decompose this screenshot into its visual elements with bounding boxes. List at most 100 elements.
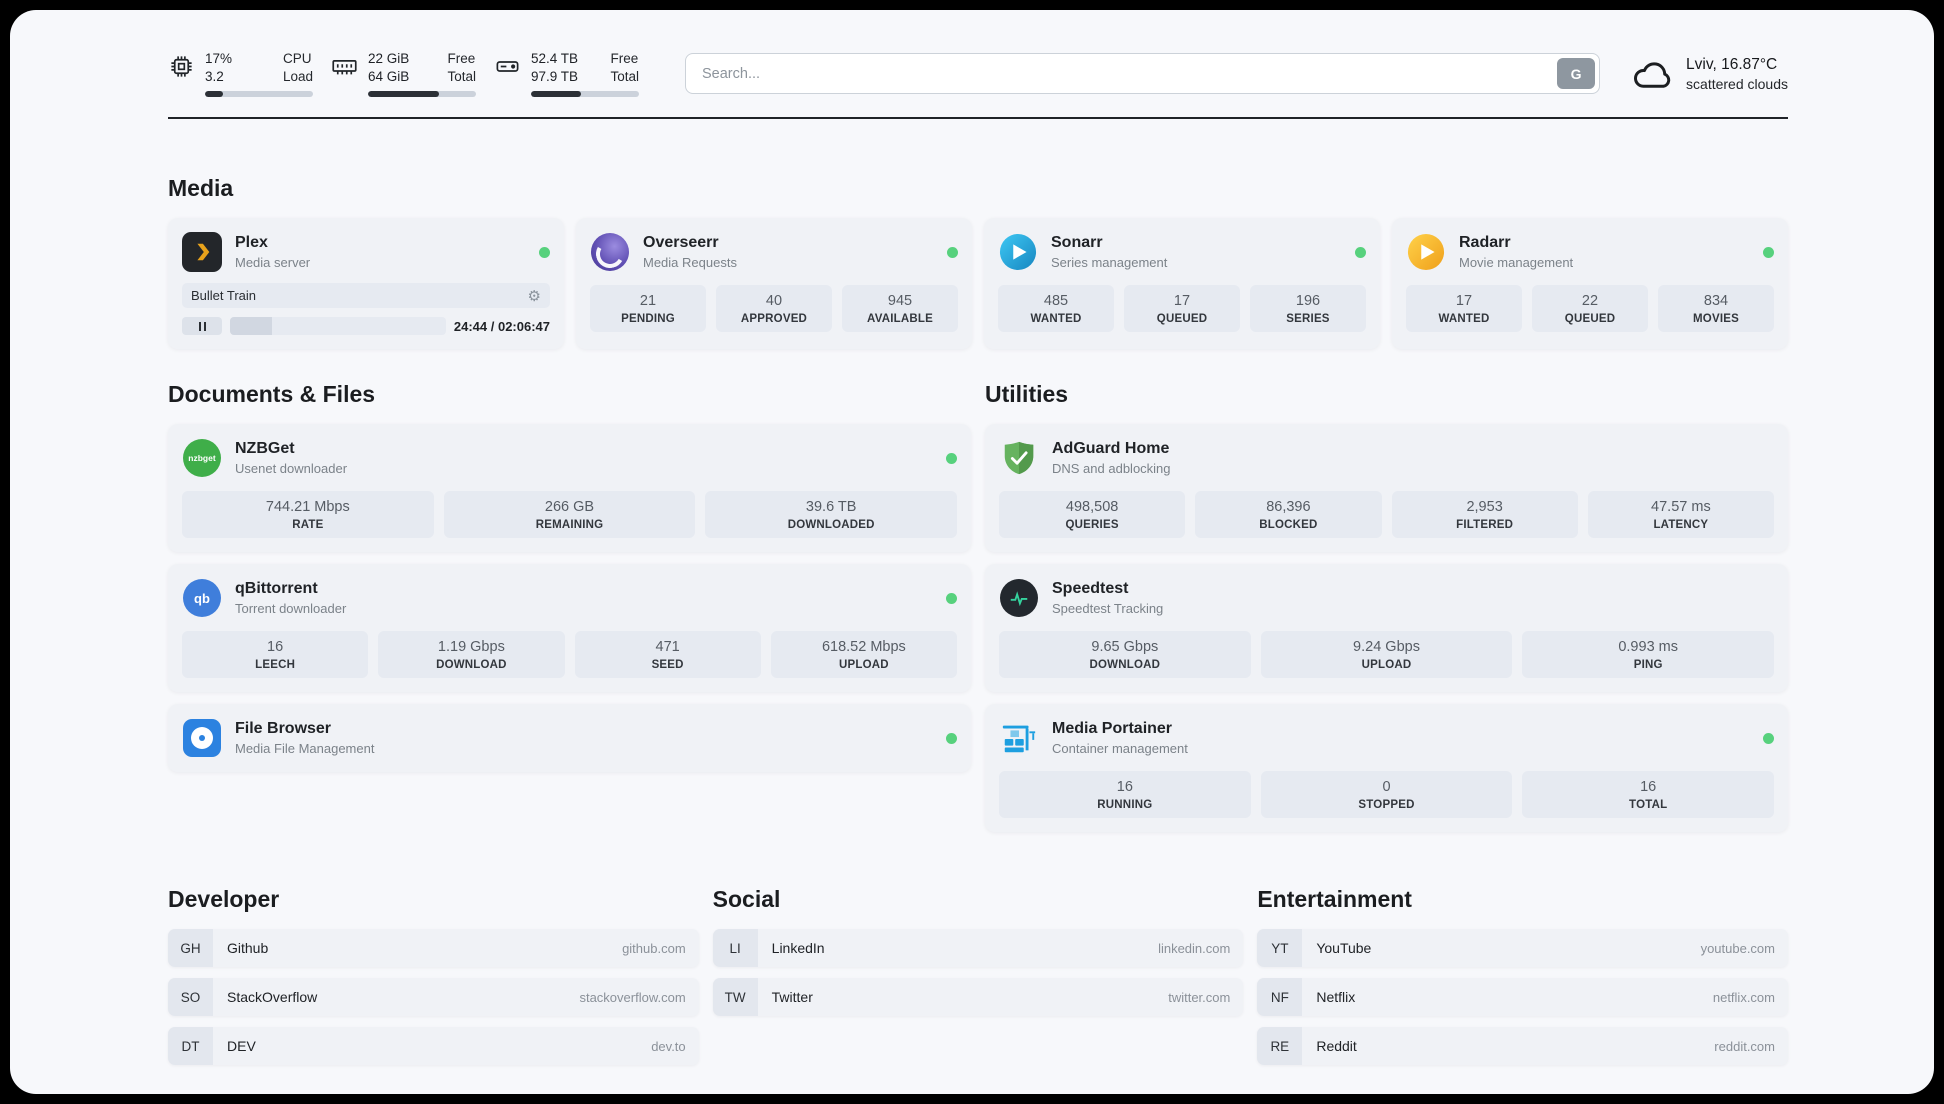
cpu-icon bbox=[171, 56, 192, 77]
bookmark-icon: LI bbox=[712, 929, 758, 968]
gear-icon[interactable]: ⚙ bbox=[527, 287, 541, 305]
seek-fill bbox=[230, 317, 273, 336]
section-media: Media Plex Media server bbox=[168, 175, 1788, 350]
stat-box: 9.65 Gbps DOWNLOAD bbox=[999, 631, 1251, 679]
section-entertainment: Entertainment YT YouTube youtube.com NF … bbox=[1257, 886, 1788, 1066]
stat-box: 196 SERIES bbox=[1250, 285, 1366, 333]
utilities-section-title: Utilities bbox=[985, 381, 1069, 408]
app-subtitle: Movie management bbox=[1459, 255, 1574, 271]
stat-box: 47.57 ms LATENCY bbox=[1587, 491, 1774, 539]
bookmark-twitter[interactable]: TW Twitter twitter.com bbox=[712, 978, 1244, 1017]
ram-widget: 22 GiB 64 GiB Free Total bbox=[331, 50, 476, 98]
ram-free-label: Free bbox=[447, 51, 476, 66]
cpu-widget: 17% 3.2 CPU Load bbox=[168, 50, 313, 98]
search-input[interactable] bbox=[685, 53, 1601, 95]
app-card-radarr: Radarr Movie management 17 WANTED 22 QUE… bbox=[1392, 218, 1788, 350]
cpu-load-value: 3.2 bbox=[205, 68, 224, 84]
app-name: Radarr bbox=[1459, 234, 1511, 252]
bookmark-icon: TW bbox=[712, 978, 758, 1017]
stat-box: 744.21 Mbps RATE bbox=[182, 491, 434, 539]
stat-box: 945 AVAILABLE bbox=[842, 285, 958, 333]
ram-total-label: Total bbox=[447, 68, 476, 84]
stat-box: 17 QUEUED bbox=[1124, 285, 1240, 333]
disk-progress-bar bbox=[531, 91, 639, 98]
app-subtitle: Media server bbox=[235, 255, 311, 271]
bookmark-icon: SO bbox=[168, 978, 213, 1017]
bookmark-icon: GH bbox=[168, 929, 213, 968]
stat-box: 22 QUEUED bbox=[1532, 285, 1648, 333]
app-name: Sonarr bbox=[1051, 234, 1103, 252]
stat-box: 266 GB REMAINING bbox=[443, 491, 696, 539]
overseerr-icon[interactable] bbox=[591, 233, 629, 272]
app-name: Speedtest bbox=[1052, 580, 1129, 598]
seek-bar[interactable] bbox=[230, 317, 446, 336]
bookmark-youtube[interactable]: YT YouTube youtube.com bbox=[1257, 929, 1788, 968]
app-subtitle: Media Requests bbox=[643, 255, 737, 271]
stat-box: 1.19 Gbps DOWNLOAD bbox=[378, 631, 565, 679]
app-card-speedtest: Speedtest Speedtest Tracking 9.65 Gbps D… bbox=[985, 564, 1788, 693]
now-playing-row: Bullet Train ⚙ bbox=[182, 283, 550, 309]
stat-box: 498,508 QUERIES bbox=[999, 491, 1186, 539]
app-card-sonarr: Sonarr Series management 485 WANTED 17 Q… bbox=[984, 218, 1380, 350]
app-name: Plex bbox=[235, 234, 268, 252]
stat-box: 21 PENDING bbox=[590, 285, 706, 333]
bookmark-reddit[interactable]: RE Reddit reddit.com bbox=[1257, 1027, 1788, 1066]
stat-box: 834 MOVIES bbox=[1658, 285, 1774, 333]
status-dot bbox=[946, 732, 957, 744]
disk-widget: 52.4 TB 97.9 TB Free Total bbox=[494, 50, 639, 98]
bookmark-icon: DT bbox=[168, 1027, 213, 1066]
cpu-usage-value: 17% bbox=[205, 51, 233, 66]
app-card-overseerr: Overseerr Media Requests 21 PENDING 40 A… bbox=[576, 218, 972, 350]
pause-button[interactable] bbox=[182, 317, 222, 336]
ram-progress-bar bbox=[368, 91, 476, 98]
sonarr-icon[interactable] bbox=[998, 232, 1038, 272]
bookmark-netflix[interactable]: NF Netflix netflix.com bbox=[1257, 978, 1788, 1017]
header-divider bbox=[168, 117, 1788, 120]
section-documents: Documents & Files nzbget NZBGet Usenet d… bbox=[168, 381, 971, 832]
app-card-filebrowser: File Browser Media File Management bbox=[168, 704, 971, 773]
status-dot bbox=[1763, 246, 1774, 258]
radarr-icon[interactable] bbox=[1406, 232, 1446, 272]
stat-box: 16 RUNNING bbox=[999, 771, 1251, 819]
app-card-nzbget: nzbget NZBGet Usenet downloader 744.21 M… bbox=[168, 424, 971, 553]
app-name: qBittorrent bbox=[235, 580, 318, 598]
cloud-icon bbox=[1634, 61, 1671, 88]
weather-widget: Lviv, 16.87°C scattered clouds bbox=[1632, 53, 1788, 95]
section-utilities: Utilities bbox=[985, 381, 1788, 833]
weather-condition: scattered clouds bbox=[1686, 75, 1788, 92]
plex-icon[interactable] bbox=[182, 232, 222, 273]
stat-box: 0 STOPPED bbox=[1260, 771, 1513, 819]
bookmark-linkedin[interactable]: LI LinkedIn linkedin.com bbox=[712, 929, 1244, 968]
media-section-title: Media bbox=[168, 175, 234, 202]
stat-box: 2,953 FILTERED bbox=[1391, 491, 1578, 539]
qbittorrent-icon[interactable]: qb bbox=[183, 579, 221, 618]
documents-section-title: Documents & Files bbox=[168, 381, 376, 408]
stat-box: 618.52 Mbps UPLOAD bbox=[770, 631, 957, 679]
app-name: AdGuard Home bbox=[1052, 440, 1170, 458]
bookmark-stackoverflow[interactable]: SO StackOverflow stackoverflow.com bbox=[168, 978, 699, 1017]
search-engine-button[interactable]: G bbox=[1557, 58, 1596, 90]
cpu-load-label: Load bbox=[282, 68, 313, 84]
entertainment-section-title: Entertainment bbox=[1257, 886, 1412, 913]
disk-total-label: Total bbox=[610, 68, 639, 84]
nzbget-icon[interactable]: nzbget bbox=[183, 439, 221, 478]
bookmark-dev[interactable]: DT DEV dev.to bbox=[168, 1027, 699, 1066]
weather-location: Lviv, 16.87°C bbox=[1686, 55, 1778, 73]
stat-box: 16 TOTAL bbox=[1522, 771, 1775, 819]
ram-total-value: 64 GiB bbox=[368, 68, 410, 84]
portainer-icon[interactable] bbox=[999, 718, 1039, 758]
top-bar: 17% 3.2 CPU Load bbox=[168, 50, 1788, 98]
app-subtitle: Usenet downloader bbox=[235, 461, 348, 477]
cpu-progress-bar bbox=[205, 91, 313, 98]
disk-progress-fill bbox=[531, 91, 581, 98]
filebrowser-icon[interactable] bbox=[183, 719, 221, 758]
status-dot bbox=[539, 246, 550, 258]
app-subtitle: Speedtest Tracking bbox=[1052, 601, 1164, 617]
adguard-icon[interactable] bbox=[999, 438, 1039, 478]
ram-progress-fill bbox=[368, 91, 440, 98]
bookmark-github[interactable]: GH Github github.com bbox=[168, 929, 699, 968]
ram-icon bbox=[332, 60, 357, 75]
social-section-title: Social bbox=[712, 886, 781, 913]
ram-free-value: 22 GiB bbox=[368, 51, 410, 66]
speedtest-icon[interactable] bbox=[1000, 579, 1038, 618]
